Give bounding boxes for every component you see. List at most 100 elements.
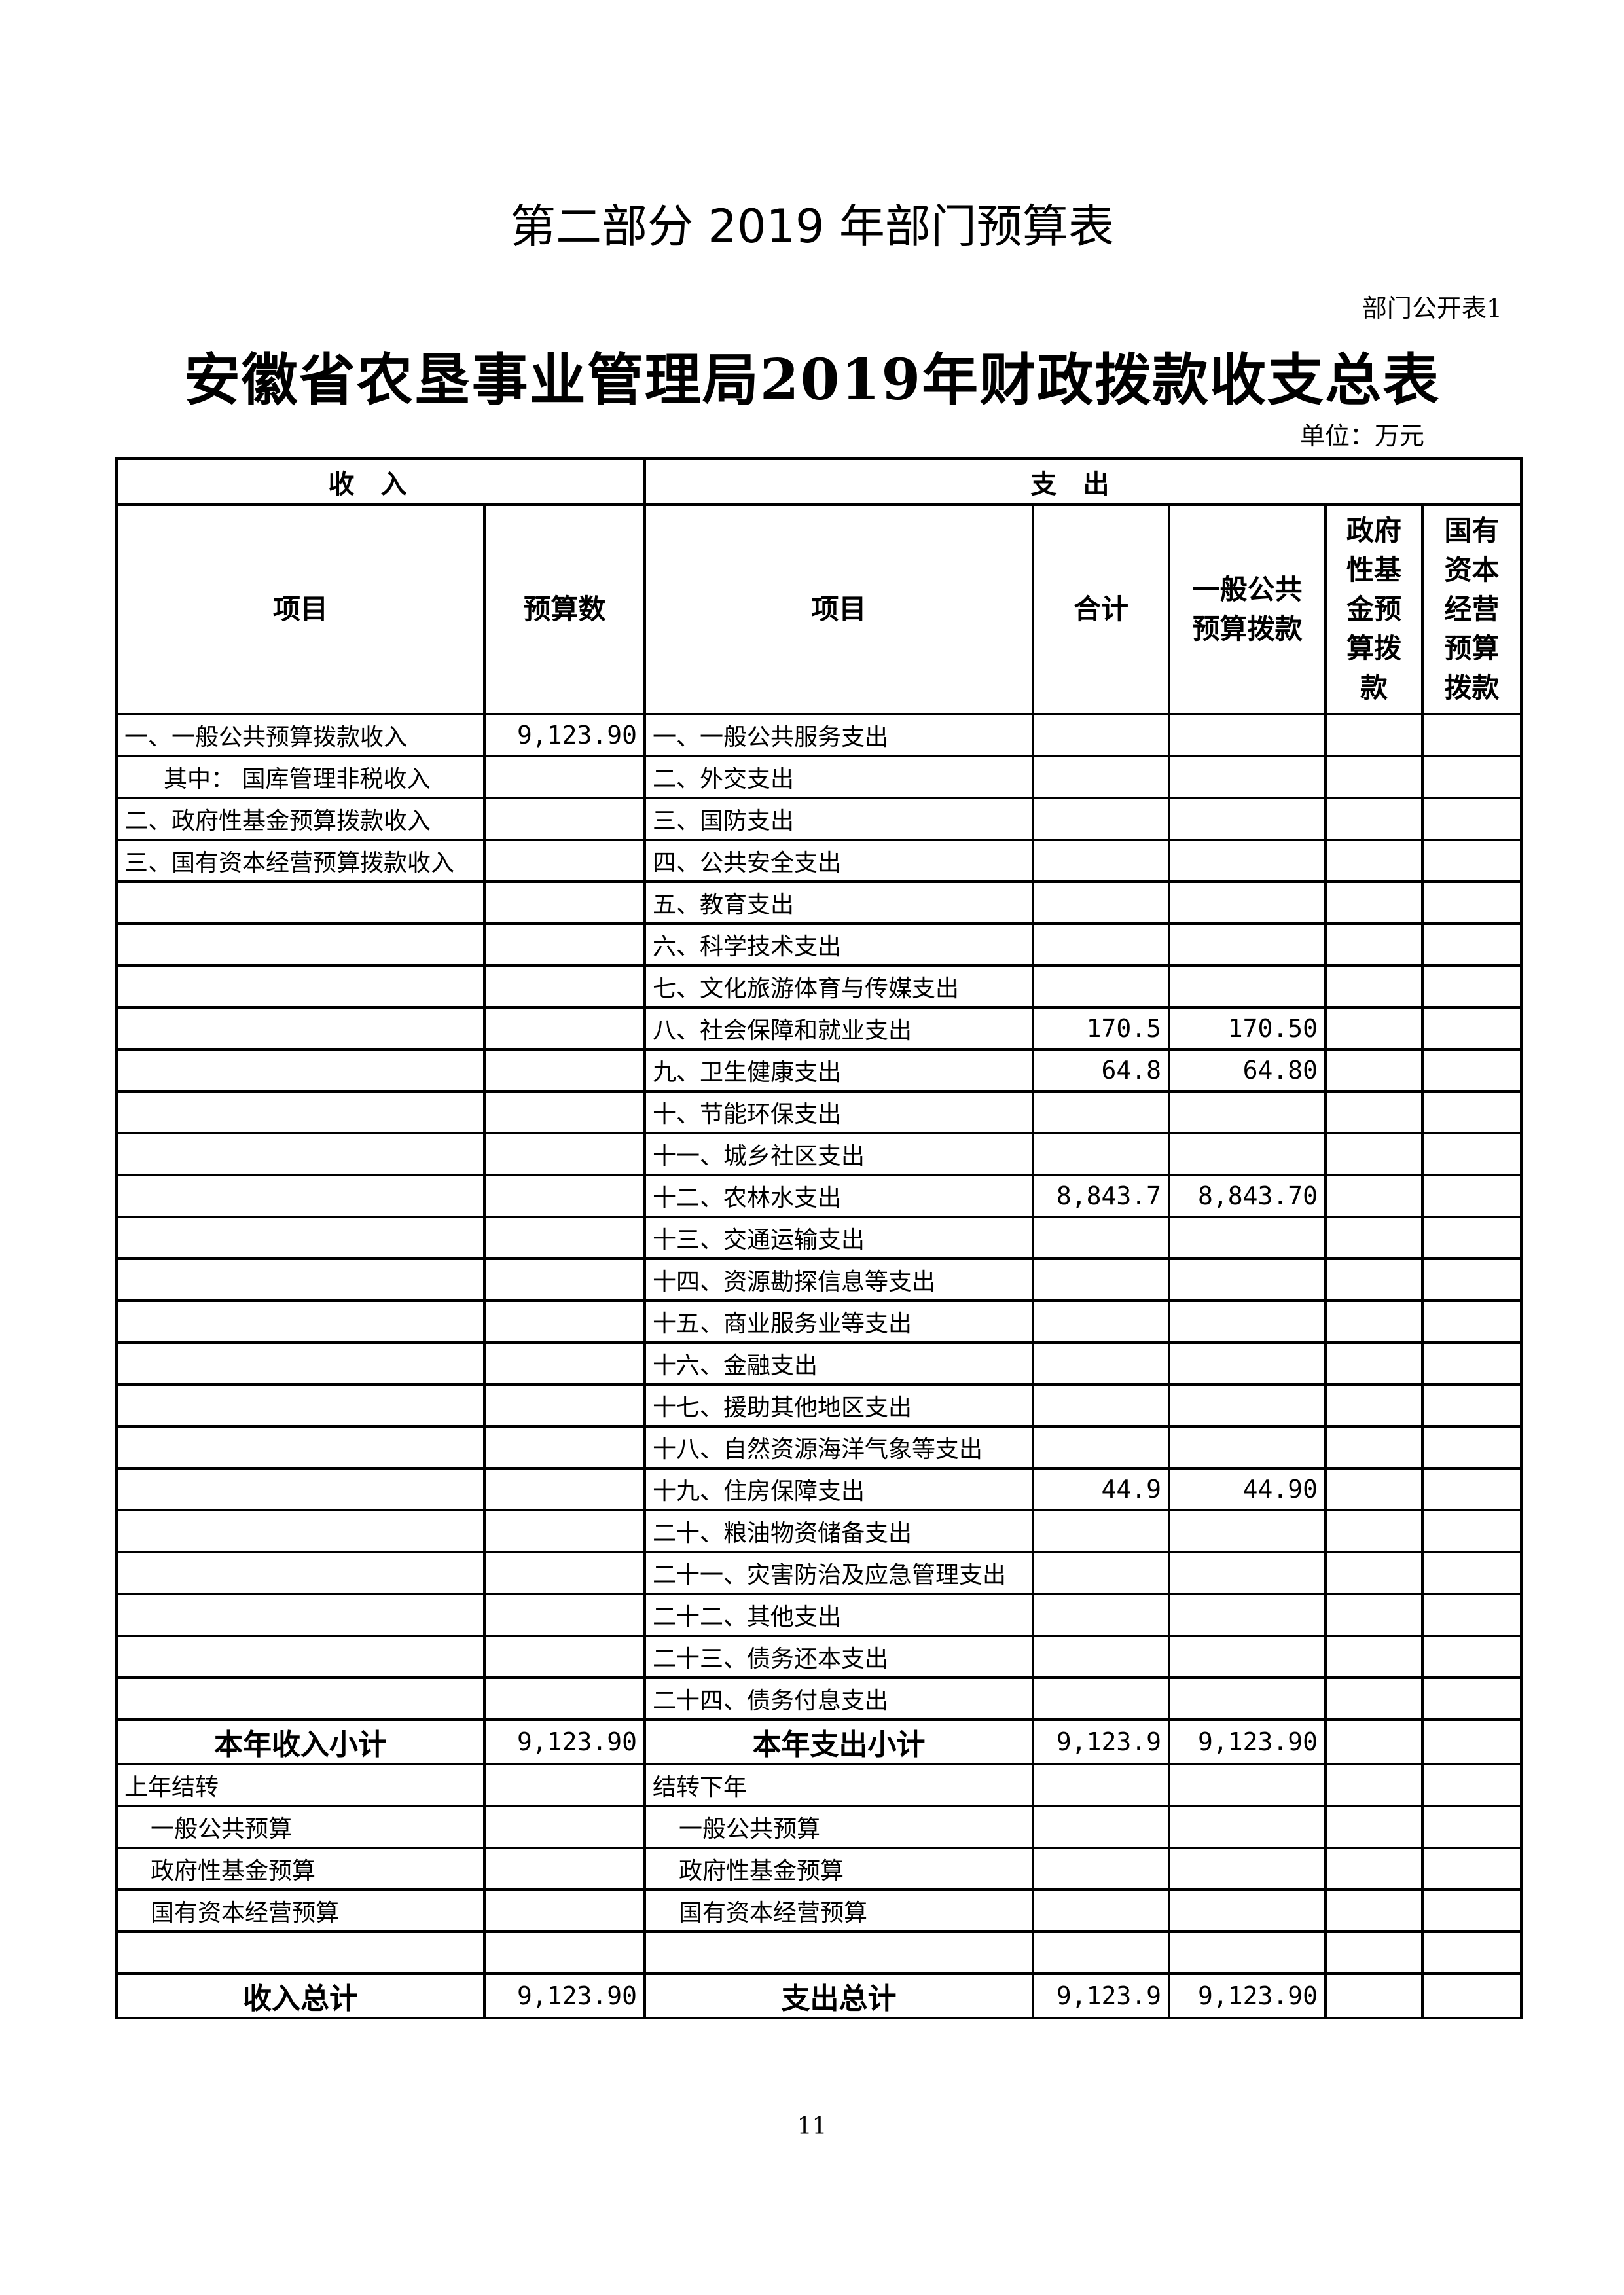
- cell-expense-item: 本年支出小计: [643, 1718, 1034, 1765]
- cell-income-amount: [483, 1257, 646, 1302]
- cell-general-budget: 44.90: [1168, 1467, 1327, 1511]
- table-row: 十四、资源勘探信息等支出: [115, 1257, 1523, 1302]
- cell-state-capital-budget: [1420, 880, 1523, 925]
- cell-income-item: [115, 1551, 486, 1595]
- cell-income-item: [115, 1383, 486, 1428]
- cell-expense-item: 结转下年: [643, 1763, 1034, 1807]
- cell-income-amount: [483, 1805, 646, 1849]
- table-row: 收入总计 9,123.90 支出总计 9,123.9 9,123.90: [115, 1972, 1523, 2019]
- cell-expense-item: 五、教育支出: [643, 880, 1034, 925]
- cell-income-item: [115, 1930, 486, 1975]
- cell-total: [1032, 1930, 1170, 1975]
- col-total: 合计: [1032, 503, 1170, 715]
- cell-income-amount: 9,123.90: [483, 713, 646, 757]
- col-state-capital-budget: 国有资本经营预算拨款: [1420, 503, 1523, 715]
- cell-fund-budget: [1324, 713, 1424, 757]
- cell-fund-budget: [1324, 1341, 1424, 1386]
- cell-general-budget: [1168, 1341, 1327, 1386]
- cell-total: [1032, 1805, 1170, 1849]
- cell-fund-budget: [1324, 1847, 1424, 1891]
- cell-total: 8,843.7: [1032, 1174, 1170, 1218]
- cell-state-capital-budget: [1420, 1383, 1523, 1428]
- cell-income-item: [115, 1467, 486, 1511]
- cell-income-amount: [483, 1930, 646, 1975]
- cell-fund-budget: [1324, 1930, 1424, 1975]
- cell-income-amount: [483, 797, 646, 841]
- table-row: 政府性基金预算 政府性基金预算: [115, 1847, 1523, 1891]
- cell-state-capital-budget: [1420, 1090, 1523, 1134]
- cell-income-amount: [483, 1593, 646, 1637]
- cell-expense-item: 一、一般公共服务支出: [643, 713, 1034, 757]
- cell-general-budget: [1168, 1930, 1327, 1975]
- cell-general-budget: [1168, 880, 1327, 925]
- table-row: 十三、交通运输支出: [115, 1216, 1523, 1260]
- cell-fund-budget: [1324, 1257, 1424, 1302]
- cell-state-capital-budget: [1420, 1805, 1523, 1849]
- cell-fund-budget: [1324, 1805, 1424, 1849]
- income-header: 收入: [115, 457, 646, 506]
- cell-fund-budget: [1324, 1383, 1424, 1428]
- cell-fund-budget: [1324, 880, 1424, 925]
- table-row: 二十四、债务付息支出: [115, 1676, 1523, 1721]
- cell-total: 170.5: [1032, 1006, 1170, 1051]
- cell-fund-budget: [1324, 1132, 1424, 1176]
- cell-general-budget: [1168, 1509, 1327, 1553]
- cell-income-item: 一般公共预算: [115, 1805, 486, 1849]
- cell-income-amount: 9,123.90: [483, 1718, 646, 1765]
- table-row: 五、教育支出: [115, 880, 1523, 925]
- cell-fund-budget: [1324, 1763, 1424, 1807]
- cell-income-amount: [483, 1676, 646, 1721]
- cell-income-item: [115, 1048, 486, 1093]
- cell-income-item: [115, 1090, 486, 1134]
- cell-fund-budget: [1324, 755, 1424, 799]
- cell-general-budget: [1168, 964, 1327, 1009]
- cell-fund-budget: [1324, 1593, 1424, 1637]
- cell-total: [1032, 1593, 1170, 1637]
- unit-label: 单位：万元: [1299, 422, 1424, 450]
- cell-general-budget: [1168, 1763, 1327, 1807]
- table-row: 国有资本经营预算 国有资本经营预算: [115, 1888, 1523, 1933]
- cell-income-amount: [483, 839, 646, 883]
- cell-expense-item: 二、外交支出: [643, 755, 1034, 799]
- cell-total: [1032, 755, 1170, 799]
- cell-state-capital-budget: [1420, 1048, 1523, 1093]
- cell-general-budget: [1168, 797, 1327, 841]
- cell-income-item: [115, 1132, 486, 1176]
- col-fund-budget: 政府性基金预算拨款: [1324, 503, 1424, 715]
- cell-income-item: [115, 922, 486, 967]
- cell-fund-budget: [1324, 1551, 1424, 1595]
- cell-expense-item: 二十四、债务付息支出: [643, 1676, 1034, 1721]
- cell-total: 64.8: [1032, 1048, 1170, 1093]
- cell-general-budget: [1168, 1888, 1327, 1933]
- cell-total: [1032, 1888, 1170, 1933]
- cell-income-item: [115, 1509, 486, 1553]
- cell-expense-item: 支出总计: [643, 1972, 1034, 2019]
- cell-income-item: [115, 880, 486, 925]
- cell-expense-item: 国有资本经营预算: [643, 1888, 1034, 1933]
- cell-state-capital-budget: [1420, 1006, 1523, 1051]
- cell-income-amount: [483, 1425, 646, 1470]
- cell-state-capital-budget: [1420, 1593, 1523, 1637]
- cell-general-budget: [1168, 1257, 1327, 1302]
- table-row: 九、卫生健康支出 64.8 64.80: [115, 1048, 1523, 1093]
- table-row: 十七、援助其他地区支出: [115, 1383, 1523, 1428]
- cell-income-item: [115, 1216, 486, 1260]
- cell-state-capital-budget: [1420, 1257, 1523, 1302]
- cell-expense-item: 三、国防支出: [643, 797, 1034, 841]
- cell-expense-item: 十二、农林水支出: [643, 1174, 1034, 1218]
- table-row: 三、国有资本经营预算拨款收入 四、公共安全支出: [115, 839, 1523, 883]
- cell-state-capital-budget: [1420, 922, 1523, 967]
- cell-total: [1032, 1132, 1170, 1176]
- cell-fund-budget: [1324, 1635, 1424, 1679]
- table-row: 一般公共预算 一般公共预算: [115, 1805, 1523, 1849]
- table-row: 十八、自然资源海洋气象等支出: [115, 1425, 1523, 1470]
- cell-income-amount: [483, 1048, 646, 1093]
- cell-state-capital-budget: [1420, 1847, 1523, 1891]
- cell-total: [1032, 1676, 1170, 1721]
- cell-expense-item: 十五、商业服务业等支出: [643, 1299, 1034, 1344]
- cell-general-budget: 170.50: [1168, 1006, 1327, 1051]
- cell-total: 44.9: [1032, 1467, 1170, 1511]
- col-expense-item: 项目: [643, 503, 1034, 715]
- table-row: 二十一、灾害防治及应急管理支出: [115, 1551, 1523, 1595]
- cell-state-capital-budget: [1420, 1676, 1523, 1721]
